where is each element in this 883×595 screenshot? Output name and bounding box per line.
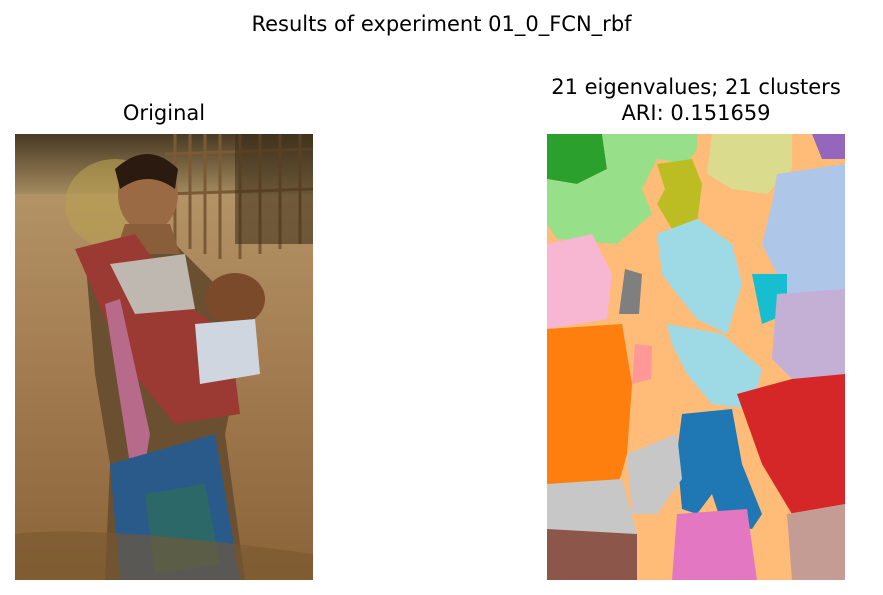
clustering-title: 21 eigenvalues; 21 clusters ARI: 0.15165… <box>500 74 883 126</box>
original-image <box>15 134 313 580</box>
clustering-title-eigenvalues: 21 eigenvalues; 21 clusters <box>551 75 841 99</box>
clustering-title-ari: ARI: 0.151659 <box>621 101 771 125</box>
cluster-label-map <box>547 134 845 580</box>
original-image-title: Original <box>122 101 206 125</box>
figure-title: Results of experiment 01_0_FCN_rbf <box>251 12 632 36</box>
